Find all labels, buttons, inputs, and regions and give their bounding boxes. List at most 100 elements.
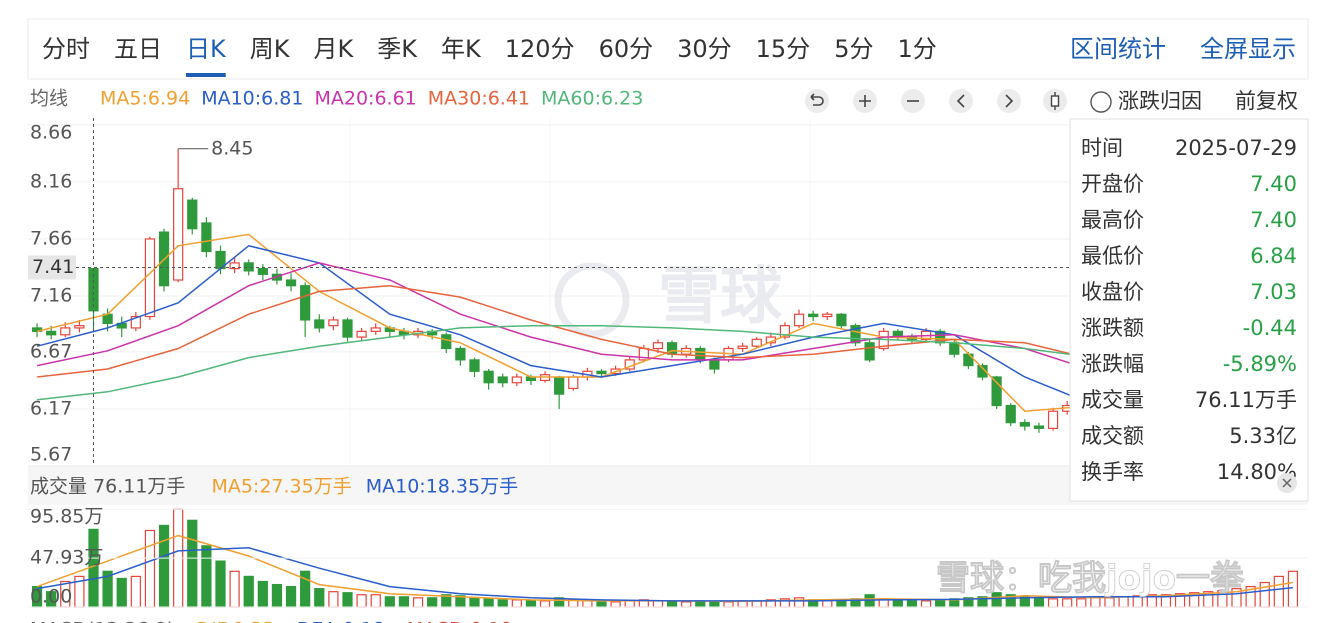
tab[interactable]: 五日 xyxy=(114,35,162,63)
tab[interactable]: 30分 xyxy=(677,35,732,63)
volume-bar xyxy=(384,596,395,608)
action[interactable]: 全屏显示 xyxy=(1200,35,1296,63)
macd-header: MACD(12,26,9) DIF:0.33 DEA:0.18 MACD:0.10 xyxy=(30,619,512,623)
info-value: -0.44 xyxy=(1243,316,1297,340)
zoom-out-button[interactable] xyxy=(901,89,925,113)
candle-body xyxy=(737,345,748,350)
info-label: 成交额 xyxy=(1081,424,1144,448)
candle-style-button[interactable] xyxy=(1043,89,1067,113)
ma-legend: MA30:6.41 xyxy=(428,88,530,110)
tab[interactable]: 120分 xyxy=(505,35,575,63)
ma-legend: MA60:6.23 xyxy=(541,88,643,110)
volume-bar xyxy=(427,597,438,608)
volume-chart: 成交量 76.11万手 MA5:27.35万手 MA10:18.35万手 95.85万… xyxy=(28,476,1308,608)
candle-body xyxy=(257,268,268,275)
volume-bar xyxy=(285,585,297,608)
y-tick-label: 5.67 xyxy=(30,444,72,466)
candle-body xyxy=(201,222,212,253)
candle-body xyxy=(328,319,339,327)
candle-body xyxy=(652,342,664,350)
footer-watermark: 雪球：吃我jojo一拳 xyxy=(936,559,1245,599)
volume-bar xyxy=(1047,598,1059,608)
tab[interactable]: 日K xyxy=(186,35,227,63)
tab[interactable]: 月K xyxy=(314,35,355,63)
candle-body xyxy=(229,262,240,270)
candle-body xyxy=(342,319,353,338)
volume-bar xyxy=(539,600,551,608)
macd-legend: MACD(12,26,9) xyxy=(30,619,174,623)
volume-bar xyxy=(1273,575,1284,608)
macd-legend: DEA:0.18 xyxy=(297,619,385,623)
radio-label[interactable]: 涨跌归因 xyxy=(1118,89,1202,113)
crosshair-label-box xyxy=(28,255,76,280)
undo-button[interactable] xyxy=(805,89,829,113)
ma-line xyxy=(36,547,1293,602)
tab[interactable]: 年K xyxy=(441,35,482,63)
info-label: 最高价 xyxy=(1081,208,1144,232)
ma-legend: MA10:6.81 xyxy=(201,88,303,110)
tab[interactable]: 季K xyxy=(377,35,418,63)
volume-bar xyxy=(300,570,311,608)
tab-underline xyxy=(186,73,226,77)
tab[interactable]: 分时 xyxy=(42,35,90,63)
volume-bar xyxy=(342,592,353,608)
volume-bar xyxy=(525,600,537,608)
volume-tick-label: 47.93万 xyxy=(30,547,103,569)
panel-box xyxy=(1069,118,1309,502)
info-value: -5.89% xyxy=(1223,352,1297,376)
prev-button[interactable] xyxy=(949,89,973,113)
candle-body xyxy=(314,319,325,329)
info-label: 成交量 xyxy=(1081,388,1144,412)
next-button[interactable] xyxy=(997,89,1021,113)
candle-body xyxy=(144,238,156,318)
panel-close[interactable] xyxy=(1277,473,1297,493)
candle-body xyxy=(991,376,1002,407)
volume-bar xyxy=(243,575,254,608)
zoom-in-button[interactable] xyxy=(853,89,877,113)
ma-label: 均线 xyxy=(30,88,68,110)
adjust-label[interactable]: 前复权 xyxy=(1235,89,1298,113)
macd-legend: DIF:0.33 xyxy=(196,619,274,623)
candle-body xyxy=(497,376,508,384)
tab[interactable]: 15分 xyxy=(756,35,811,63)
volume-bar xyxy=(370,594,381,608)
candle-body xyxy=(1005,404,1016,424)
volume-bar xyxy=(511,599,522,608)
action[interactable]: 区间统计 xyxy=(1070,35,1166,63)
candle-body xyxy=(46,330,57,336)
info-label: 涨跌幅 xyxy=(1081,352,1144,376)
candle-body xyxy=(483,370,494,384)
info-label: 最低价 xyxy=(1081,244,1144,268)
tab[interactable]: 1分 xyxy=(897,35,936,63)
macd-legend: MACD:0.10 xyxy=(407,619,513,623)
candle-body xyxy=(793,313,805,327)
volume-bar xyxy=(469,597,480,608)
volume-bar xyxy=(906,600,918,608)
volume-bar xyxy=(681,601,692,608)
candle-body xyxy=(511,376,522,384)
volume-legend: MA5:27.35万手 xyxy=(211,476,351,498)
volume-bar xyxy=(582,600,593,608)
candle-body xyxy=(300,285,311,321)
tab[interactable]: 周K xyxy=(250,35,291,63)
tab[interactable]: 60分 xyxy=(599,35,654,63)
volume-bar xyxy=(314,588,325,608)
radio[interactable] xyxy=(1090,91,1112,113)
candle-body xyxy=(173,188,184,281)
volume-bar xyxy=(187,519,198,608)
watermark: 雪球 xyxy=(658,259,783,332)
volume-bar xyxy=(483,598,494,608)
y-tick-label: 7.66 xyxy=(30,227,72,249)
max-marker-label: 8.45 xyxy=(211,137,253,159)
candle-body xyxy=(836,313,847,327)
volume-bar xyxy=(412,597,424,608)
volume-bar xyxy=(822,600,833,608)
tab[interactable]: 5分 xyxy=(834,35,873,63)
ma-legend: MA5:6.94 xyxy=(100,88,190,110)
volume-bar xyxy=(666,601,678,608)
candle-body xyxy=(695,347,706,361)
info-label: 换手率 xyxy=(1081,460,1144,484)
